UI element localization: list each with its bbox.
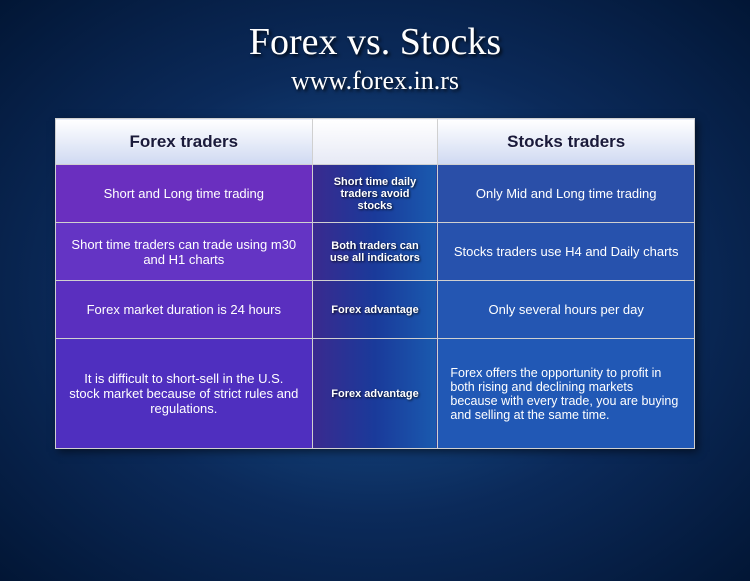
- middle-cell: Short time daily traders avoid stocks: [312, 165, 438, 223]
- table-row: Forex market duration is 24 hours Forex …: [56, 281, 695, 339]
- comparison-table: Forex traders Stocks traders Short and L…: [55, 118, 695, 449]
- header-stocks: Stocks traders: [438, 119, 695, 165]
- forex-cell: Short time traders can trade using m30 a…: [56, 223, 313, 281]
- forex-cell: It is difficult to short-sell in the U.S…: [56, 339, 313, 449]
- header-forex: Forex traders: [56, 119, 313, 165]
- table-header-row: Forex traders Stocks traders: [56, 119, 695, 165]
- forex-cell: Forex market duration is 24 hours: [56, 281, 313, 339]
- stocks-cell: Only several hours per day: [438, 281, 695, 339]
- middle-cell: Forex advantage: [312, 281, 438, 339]
- middle-cell: Forex advantage: [312, 339, 438, 449]
- middle-cell: Both traders can use all indicators: [312, 223, 438, 281]
- slide-subtitle: www.forex.in.rs: [0, 66, 750, 96]
- table-row: Short and Long time trading Short time d…: [56, 165, 695, 223]
- header-middle: [312, 119, 438, 165]
- slide-title: Forex vs. Stocks: [0, 20, 750, 64]
- stocks-cell: Stocks traders use H4 and Daily charts: [438, 223, 695, 281]
- stocks-cell: Only Mid and Long time trading: [438, 165, 695, 223]
- table-row: Short time traders can trade using m30 a…: [56, 223, 695, 281]
- table-row: It is difficult to short-sell in the U.S…: [56, 339, 695, 449]
- forex-cell: Short and Long time trading: [56, 165, 313, 223]
- stocks-cell: Forex offers the opportunity to profit i…: [438, 339, 695, 449]
